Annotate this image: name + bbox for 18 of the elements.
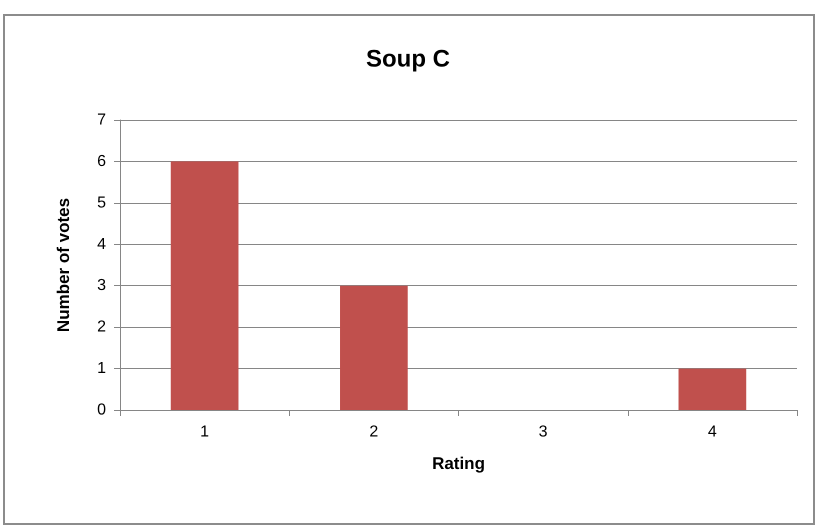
bar — [340, 286, 408, 410]
x-tick-label: 4 — [708, 424, 717, 440]
y-tick-label: 2 — [97, 318, 106, 336]
y-tick-label: 1 — [97, 360, 106, 378]
y-tick-label: 4 — [97, 236, 106, 253]
y-tick-label: 0 — [97, 402, 106, 418]
bar — [678, 368, 746, 410]
x-axis-title: Rating — [432, 454, 485, 473]
x-tick-label: 3 — [538, 424, 548, 440]
y-tick-label: 6 — [97, 152, 106, 170]
bar — [170, 161, 238, 410]
y-tick-label: 3 — [97, 277, 106, 294]
y-axis-title: Number of votes — [54, 198, 73, 332]
chart-title: Soup C — [366, 46, 450, 72]
y-tick-label: 5 — [97, 194, 106, 212]
x-tick-label: 1 — [200, 424, 210, 440]
y-tick-label: 7 — [97, 112, 106, 128]
x-tick-label: 2 — [369, 424, 378, 440]
